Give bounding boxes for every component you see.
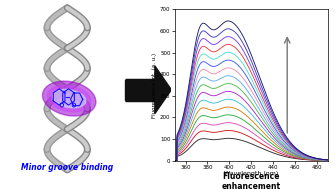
Y-axis label: Fluorescence Int. (a. u.): Fluorescence Int. (a. u.)	[152, 53, 157, 118]
Ellipse shape	[47, 85, 91, 112]
Ellipse shape	[52, 89, 86, 108]
Ellipse shape	[43, 81, 96, 116]
Text: Minor groove binding: Minor groove binding	[21, 163, 113, 172]
Polygon shape	[155, 66, 171, 114]
X-axis label: Wavelength (nm): Wavelength (nm)	[224, 171, 278, 176]
Text: Fluorescence
enhancement: Fluorescence enhancement	[222, 172, 281, 189]
